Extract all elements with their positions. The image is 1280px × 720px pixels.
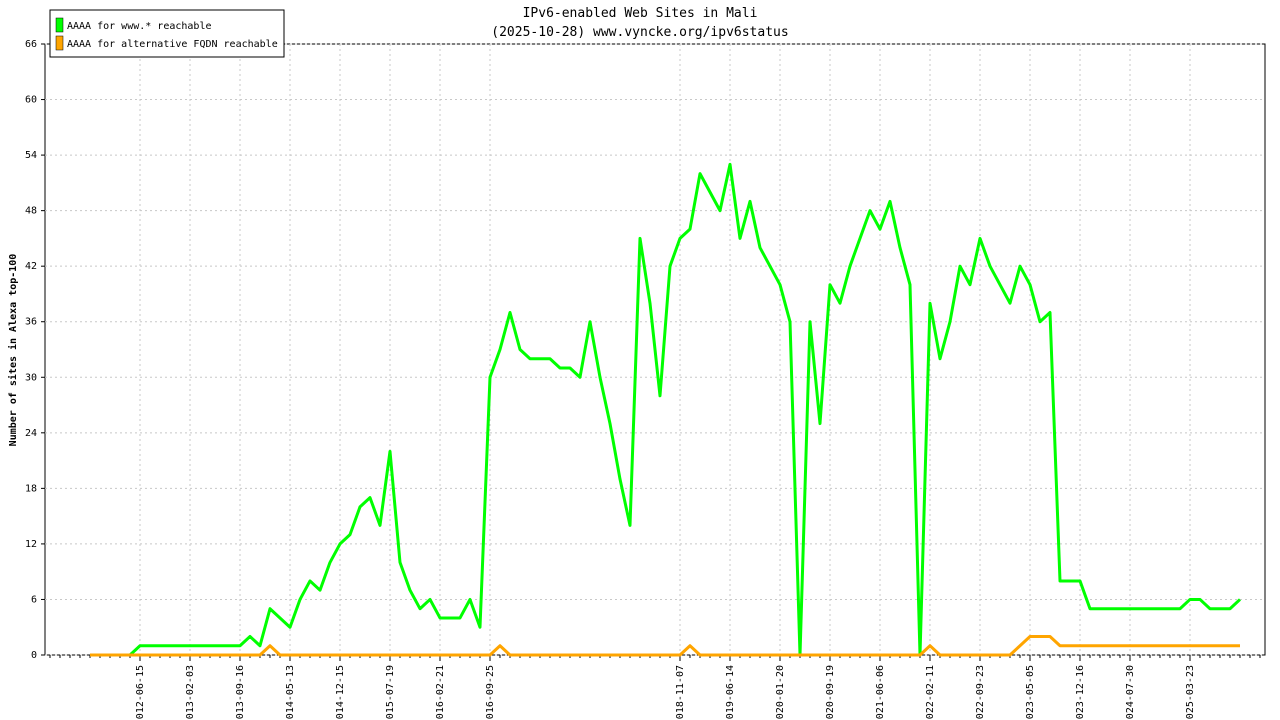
x-tick-label: 2016-02-21 (435, 665, 446, 720)
y-tick-label: 60 (25, 95, 37, 106)
legend-swatch (55, 17, 64, 33)
legend: AAAA for www.* reachable AAAA for alterna… (49, 9, 285, 58)
x-tick-label: 2025-03-23 (1185, 665, 1196, 720)
x-tick-label: 2022-09-23 (975, 665, 986, 720)
y-axis-label: Number of sites in Alexa top-100 (7, 254, 19, 447)
x-tick-label: 2013-09-16 (235, 665, 246, 720)
y-tick-label: 54 (25, 150, 37, 161)
chart-subtitle: (2025-10-28) www.vyncke.org/ipv6status (491, 25, 788, 40)
x-tick-label: 2021-06-06 (875, 665, 886, 720)
y-tick-label: 42 (25, 261, 37, 272)
x-tick-label: 2020-01-20 (775, 665, 786, 720)
x-tick-label: 2013-02-03 (185, 665, 196, 720)
legend-label[interactable]: AAAA for www.* reachable (67, 21, 212, 32)
y-tick-label: 18 (25, 483, 37, 494)
x-tick-label: 2012-06-15 (135, 665, 146, 720)
x-tick-label: 2023-05-05 (1025, 665, 1036, 720)
x-tick-label: 2014-12-15 (335, 665, 346, 720)
x-tick-label: 2019-06-14 (725, 665, 736, 720)
legend-box (49, 9, 285, 58)
y-tick-label: 0 (31, 650, 37, 661)
y-tick-label: 66 (25, 39, 37, 50)
x-tick-label: 2020-09-19 (825, 665, 836, 720)
y-tick-label: 48 (25, 206, 37, 217)
y-tick-label: 24 (25, 428, 37, 439)
chart-title: IPv6-enabled Web Sites in Mali (523, 6, 758, 21)
x-tick-label: 2023-12-16 (1075, 665, 1086, 720)
legend-label[interactable]: AAAA for alternative FQDN reachable (67, 39, 278, 50)
x-tick-label: 2015-07-19 (385, 665, 396, 720)
x-tick-label: 2022-02-11 (925, 665, 936, 720)
y-tick-label: 6 (31, 594, 37, 605)
y-tick-label: 36 (25, 317, 37, 328)
y-tick-label: 30 (25, 372, 37, 383)
legend-swatch (55, 35, 64, 51)
x-tick-label: 2014-05-13 (285, 665, 296, 720)
y-tick-label: 12 (25, 539, 37, 550)
series-line (90, 162, 1242, 657)
x-tick-label: 2024-07-30 (1125, 665, 1136, 720)
series-line (90, 634, 1240, 657)
x-tick-label: 2016-09-25 (485, 665, 496, 720)
x-tick-label: 2018-11-07 (675, 665, 686, 720)
